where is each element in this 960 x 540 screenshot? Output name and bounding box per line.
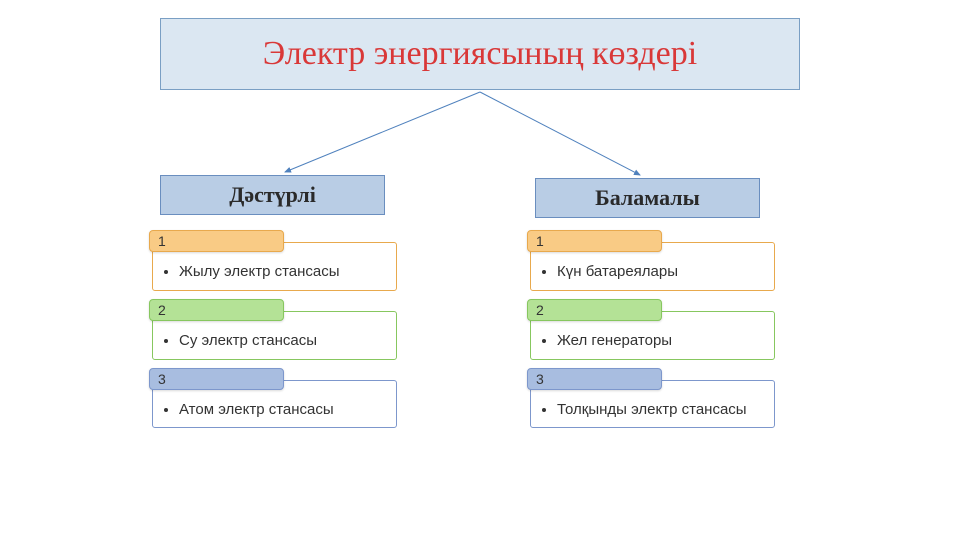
list-item: Жылу электр стансасы1	[152, 242, 397, 291]
item-text: Жылу электр стансасы	[179, 263, 386, 282]
item-bullet-list: Атом электр стансасы	[175, 401, 386, 420]
item-tab: 2	[149, 299, 284, 321]
item-tab: 1	[149, 230, 284, 252]
item-tab: 1	[527, 230, 662, 252]
item-bullet-list: Жылу электр стансасы	[175, 263, 386, 282]
item-bullet-list: Жел генераторы	[553, 332, 764, 351]
branch-header-right: Баламалы	[535, 178, 760, 218]
list-item: Су электр стансасы2	[152, 311, 397, 360]
list-item: Жел генераторы2	[530, 311, 775, 360]
page-title: Электр энергиясының көздері	[263, 35, 697, 73]
items-column-left: Жылу электр стансасы1Су электр стансасы2…	[152, 242, 397, 448]
arrow-left	[285, 92, 480, 172]
item-text: Жел генераторы	[557, 332, 764, 351]
title-box: Электр энергиясының көздері	[160, 18, 800, 90]
list-item: Атом электр стансасы3	[152, 380, 397, 429]
item-bullet-list: Су электр стансасы	[175, 332, 386, 351]
list-item: Күн батареялары1	[530, 242, 775, 291]
arrow-right	[480, 92, 640, 175]
list-item: Толқынды электр стансасы3	[530, 380, 775, 429]
item-text: Күн батареялары	[557, 263, 764, 282]
items-column-right: Күн батареялары1Жел генераторы2Толқынды …	[530, 242, 775, 448]
item-text: Толқынды электр стансасы	[557, 401, 764, 420]
branch-label-left: Дәстүрлі	[229, 182, 316, 208]
branch-label-right: Баламалы	[595, 185, 700, 211]
item-tab: 3	[527, 368, 662, 390]
item-bullet-list: Толқынды электр стансасы	[553, 401, 764, 420]
branch-header-left: Дәстүрлі	[160, 175, 385, 215]
item-bullet-list: Күн батареялары	[553, 263, 764, 282]
item-tab: 2	[527, 299, 662, 321]
item-text: Су электр стансасы	[179, 332, 386, 351]
item-tab: 3	[149, 368, 284, 390]
item-text: Атом электр стансасы	[179, 401, 386, 420]
